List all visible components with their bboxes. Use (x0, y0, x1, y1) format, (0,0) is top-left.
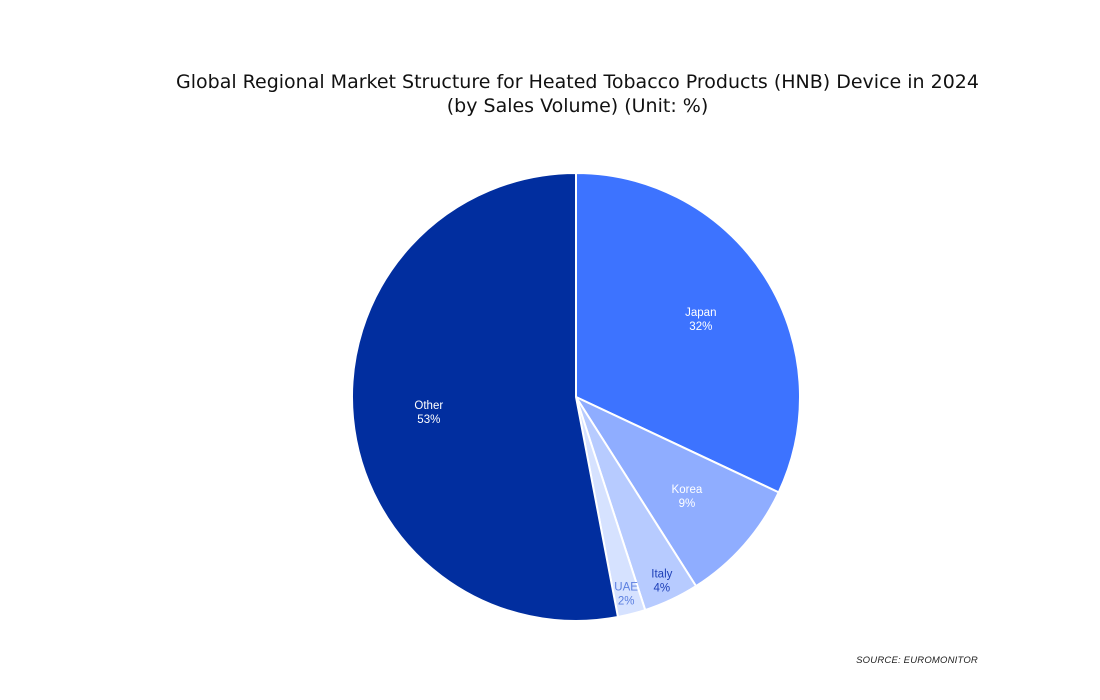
slice-label-italy: Italy (651, 568, 672, 580)
slice-label-japan: Japan (685, 307, 716, 319)
slice-value-uae: 2% (618, 595, 635, 607)
slice-label-other: Other (414, 400, 443, 412)
slice-value-italy: 4% (654, 582, 671, 594)
source-note: SOURCE: EUROMONITOR (856, 655, 978, 666)
slice-value-korea: 9% (679, 498, 696, 510)
slice-value-japan: 32% (689, 321, 712, 333)
slice-label-korea: Korea (672, 484, 703, 496)
slice-label-uae: UAE (614, 581, 638, 593)
pie-slices (352, 173, 800, 621)
slice-value-other: 53% (417, 414, 440, 426)
